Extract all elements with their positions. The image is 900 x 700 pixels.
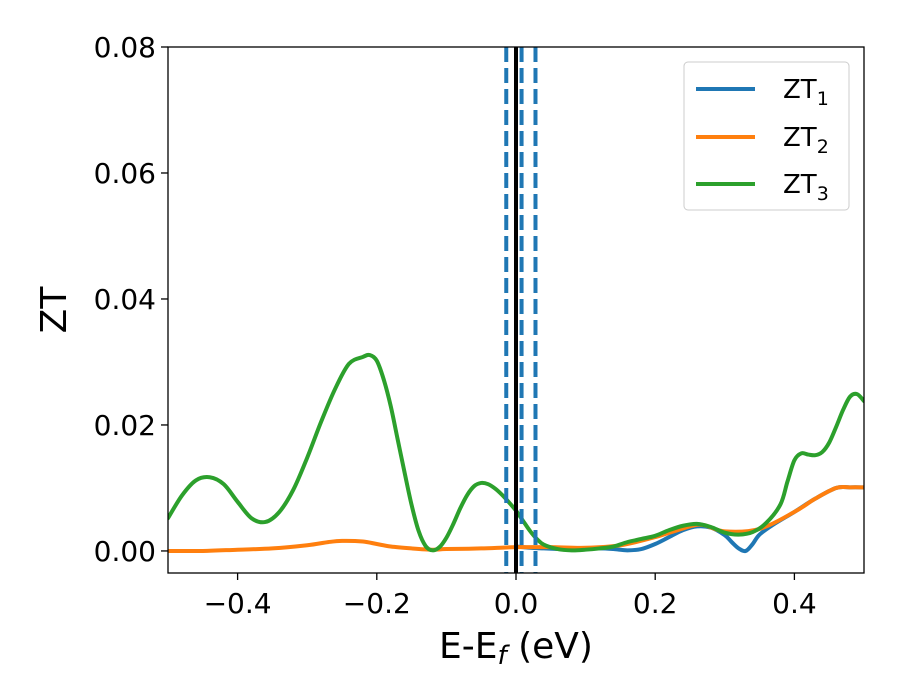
legend-label-zt3: ZT3 bbox=[783, 170, 829, 205]
x-tick-label: 0.4 bbox=[772, 587, 817, 620]
x-axis-title-main: E-E bbox=[439, 626, 497, 667]
legend: ZT1 ZT2 ZT3 bbox=[683, 61, 850, 211]
legend-label-zt3-subscript: 3 bbox=[817, 183, 829, 205]
x-axis-title-spacer bbox=[507, 626, 518, 667]
legend-label-zt2-subscript: 2 bbox=[817, 136, 829, 158]
series-line-zt2 bbox=[168, 484, 864, 554]
x-tick-label: −0.2 bbox=[343, 587, 411, 620]
y-axis-ticks: 0.00 0.02 0.04 0.06 0.08 bbox=[94, 31, 168, 568]
legend-label-zt1-main: ZT bbox=[783, 75, 817, 105]
x-axis-ticks: −0.4 −0.2 0.0 0.2 0.4 bbox=[204, 573, 817, 620]
legend-label-zt2: ZT2 bbox=[783, 123, 829, 158]
x-tick-label: 0.0 bbox=[494, 587, 539, 620]
legend-label-zt1-subscript: 1 bbox=[817, 88, 829, 110]
x-tick-label: 0.2 bbox=[633, 587, 678, 620]
x-axis-title-unit: (eV) bbox=[518, 626, 593, 667]
legend-frame bbox=[683, 61, 850, 211]
y-tick-label: 0.04 bbox=[94, 283, 156, 316]
x-tick-label: −0.4 bbox=[204, 587, 272, 620]
y-tick-label: 0.02 bbox=[94, 409, 156, 442]
legend-label-zt1: ZT1 bbox=[783, 75, 829, 110]
vline-layer bbox=[504, 47, 538, 573]
x-axis-title: E-Ef (eV) bbox=[439, 626, 593, 671]
y-tick-label: 0.08 bbox=[94, 31, 156, 64]
legend-label-zt2-main: ZT bbox=[783, 123, 817, 153]
y-axis-title: ZT bbox=[34, 286, 75, 334]
y-tick-label: 0.00 bbox=[94, 535, 156, 568]
y-tick-label: 0.06 bbox=[94, 157, 156, 190]
legend-label-zt3-main: ZT bbox=[783, 170, 817, 200]
